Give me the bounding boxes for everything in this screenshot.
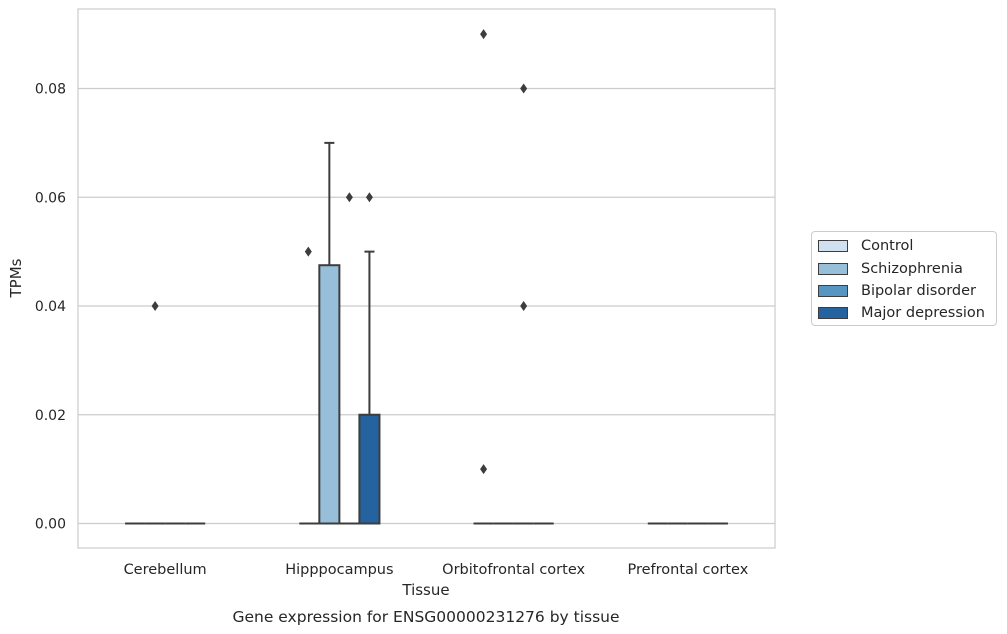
x-tick-label: Hipppocampus bbox=[285, 562, 393, 578]
box bbox=[358, 413, 381, 525]
legend-item-bipolar-disorder: Bipolar disorder bbox=[818, 281, 976, 301]
y-axis-label: TPMs bbox=[7, 258, 25, 298]
legend-item-schizophrenia: Schizophrenia bbox=[818, 259, 963, 279]
legend-label-major-depression: Major depression bbox=[861, 305, 985, 321]
legend: Control Schizophrenia Bipolar disorder M… bbox=[811, 231, 997, 326]
legend-swatch-control bbox=[818, 240, 848, 252]
outlier-point bbox=[345, 192, 353, 203]
legend-label-schizophrenia: Schizophrenia bbox=[861, 261, 963, 277]
box-plots bbox=[125, 29, 728, 525]
outlier-point bbox=[304, 246, 312, 257]
y-tick-label: 0.02 bbox=[35, 408, 66, 424]
legend-label-control: Control bbox=[861, 238, 914, 254]
legend-swatch-schizophrenia bbox=[818, 263, 848, 275]
x-tick-labels: Cerebellum Hipppocampus Orbitofrontal cort… bbox=[124, 562, 749, 578]
outlier-point bbox=[520, 83, 528, 94]
outlier-point bbox=[151, 301, 159, 311]
x-tick-label: Prefrontal cortex bbox=[627, 562, 748, 578]
chart-title: Gene expression for ENSG00000231276 by t… bbox=[232, 608, 619, 626]
legend-swatch-major-depression bbox=[818, 307, 848, 319]
legend-item-major-depression: Major depression bbox=[818, 303, 985, 323]
gridlines bbox=[78, 87, 775, 525]
outlier-point bbox=[520, 301, 528, 311]
x-tick-label: Cerebellum bbox=[124, 562, 207, 578]
outlier-point bbox=[480, 29, 488, 40]
y-tick-label: 0.00 bbox=[35, 517, 66, 533]
y-tick-label: 0.06 bbox=[35, 190, 66, 206]
outlier-point bbox=[480, 464, 488, 475]
y-tick-label: 0.08 bbox=[35, 82, 66, 98]
box bbox=[318, 264, 341, 525]
outlier-point bbox=[365, 192, 373, 203]
x-axis-label: Tissue bbox=[401, 581, 449, 599]
plot-frame bbox=[77, 8, 776, 549]
x-tick-label: Orbitofrontal cortex bbox=[442, 562, 585, 578]
y-tick-labels: 0.00 0.02 0.04 0.06 0.08 bbox=[35, 82, 66, 533]
legend-swatch-bipolar-disorder bbox=[818, 285, 848, 297]
legend-item-control: Control bbox=[818, 236, 913, 256]
legend-label-bipolar-disorder: Bipolar disorder bbox=[861, 283, 976, 299]
y-tick-label: 0.04 bbox=[35, 299, 66, 315]
